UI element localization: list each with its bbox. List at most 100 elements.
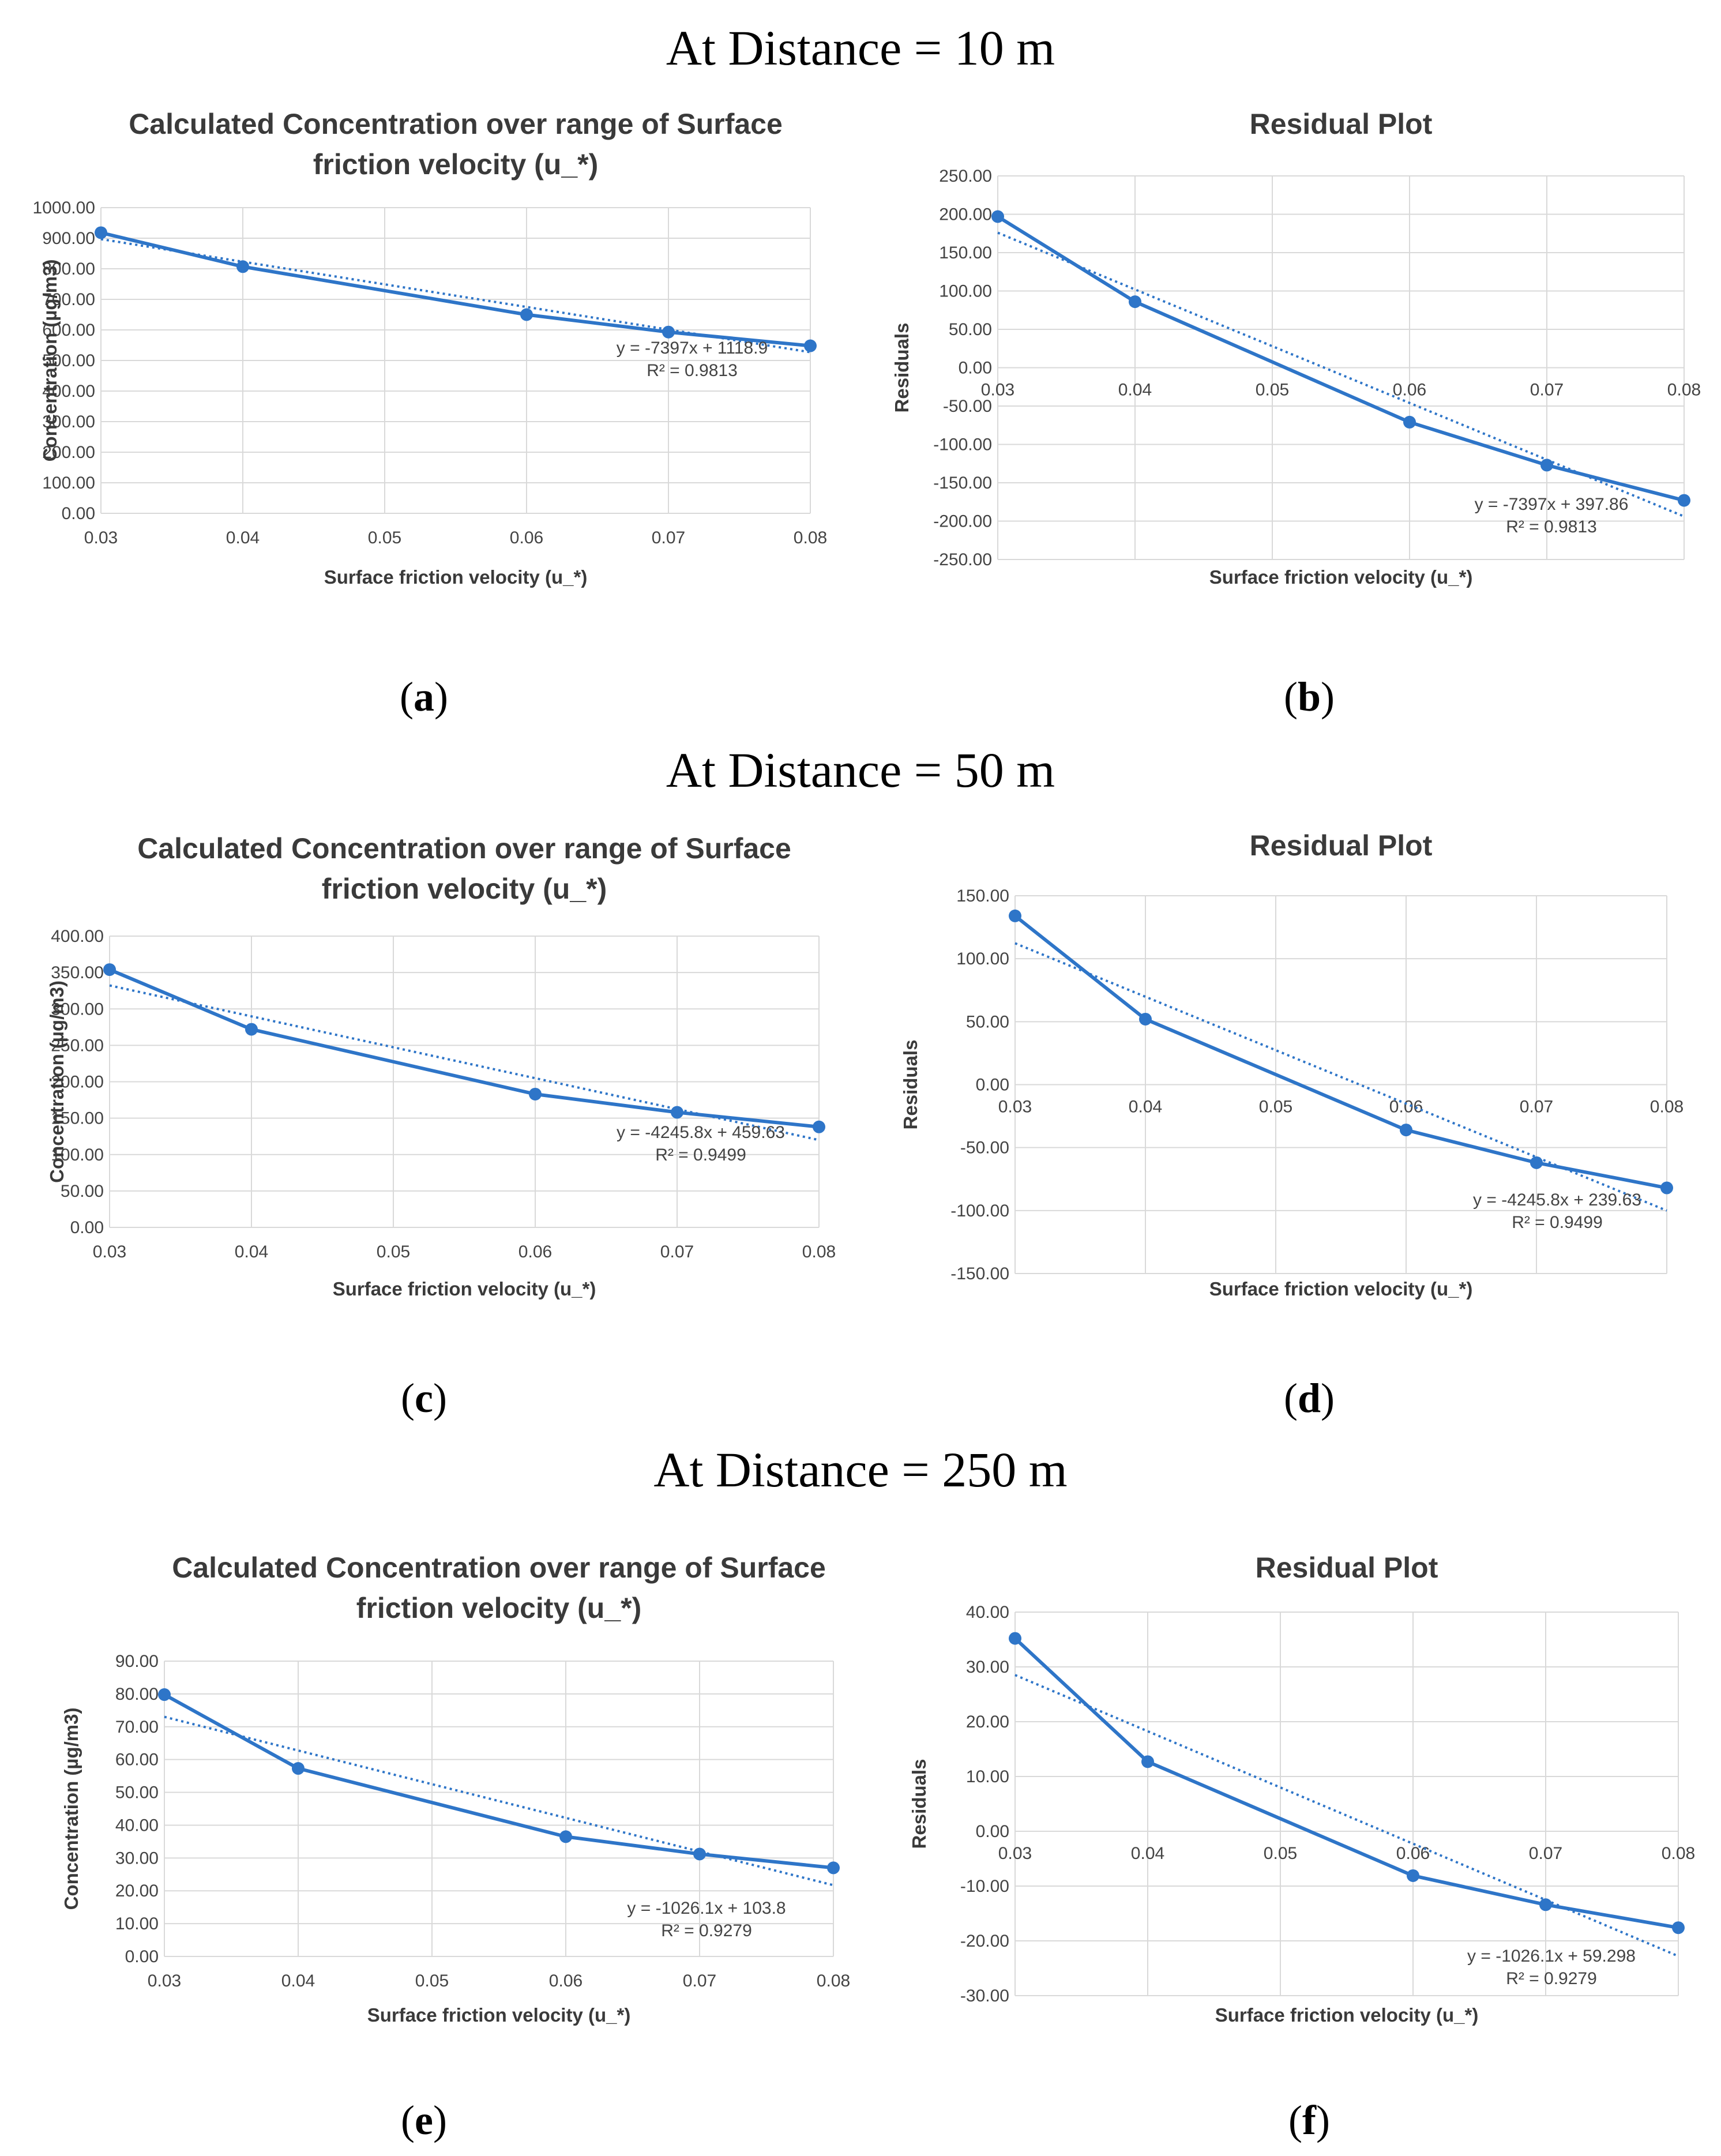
x-axis-label: Surface friction velocity (u_*) — [1209, 1278, 1473, 1299]
y-tick-label: 50.00 — [115, 1783, 159, 1802]
y-axis-label: Concentration (µg/m3) — [46, 981, 67, 1183]
x-tick-label: 0.08 — [1662, 1844, 1695, 1863]
y-tick-label: -30.00 — [960, 1986, 1009, 2005]
data-point — [520, 308, 533, 321]
r-squared: R² = 0.9279 — [1506, 1969, 1597, 1988]
y-tick-label: 400.00 — [51, 927, 104, 946]
data-point — [1678, 494, 1690, 507]
x-tick-label: 0.04 — [235, 1242, 268, 1261]
x-tick-label: 0.07 — [660, 1242, 694, 1261]
y-tick-label: -50.00 — [960, 1139, 1009, 1158]
panel-label-a: (a) — [400, 674, 448, 720]
data-point — [1141, 1755, 1154, 1768]
trendline — [164, 1715, 834, 1887]
y-tick-label: -200.00 — [933, 512, 992, 531]
trendline-equation: y = -7397x + 1118.9 — [617, 339, 768, 358]
x-tick-label: 0.04 — [1129, 1098, 1162, 1117]
data-point — [827, 1861, 840, 1875]
data-point — [236, 260, 249, 273]
y-axis-label: Residuals — [891, 323, 912, 413]
y-tick-label: -20.00 — [960, 1932, 1009, 1951]
data-point — [1539, 1898, 1552, 1911]
y-tick-label: 100.00 — [42, 474, 95, 493]
chart-a: Calculated Concentration over range of S… — [33, 108, 828, 588]
x-tick-label: 0.08 — [802, 1242, 836, 1261]
y-tick-label: -50.00 — [943, 397, 992, 416]
y-tick-label: 0.00 — [976, 1076, 1009, 1095]
trendline-equation: y = -7397x + 397.86 — [1475, 495, 1629, 514]
y-tick-label: 0.00 — [62, 504, 95, 523]
trendline — [1014, 942, 1667, 1212]
x-tick-label: 0.03 — [981, 381, 1014, 400]
r-squared: R² = 0.9499 — [655, 1145, 746, 1165]
trendline — [1014, 1674, 1679, 1958]
x-tick-label: 0.03 — [93, 1242, 126, 1261]
y-tick-label: 150.00 — [939, 243, 992, 262]
x-tick-label: 0.04 — [1118, 381, 1152, 400]
chart-title: friction velocity (u_*) — [313, 148, 599, 181]
chart-title: friction velocity (u_*) — [356, 1592, 642, 1624]
x-tick-label: 0.05 — [377, 1242, 410, 1261]
x-tick-label: 0.07 — [1530, 381, 1564, 400]
series-line — [100, 231, 811, 348]
x-tick-label: 0.05 — [1259, 1098, 1292, 1117]
r-squared: R² = 0.9499 — [1512, 1213, 1603, 1232]
data-point — [1540, 459, 1553, 472]
y-tick-label: -150.00 — [933, 474, 992, 493]
y-tick-label: 60.00 — [115, 1751, 159, 1770]
y-tick-label: 0.00 — [976, 1822, 1009, 1841]
data-point — [671, 1106, 683, 1119]
x-tick-label: 0.04 — [226, 528, 260, 547]
data-point — [1407, 1869, 1419, 1882]
panel-label-c: (c) — [401, 1375, 447, 1421]
x-tick-label: 0.04 — [1131, 1844, 1164, 1863]
x-tick-label: 0.05 — [368, 528, 401, 547]
panel-label-b: (b) — [1283, 674, 1335, 720]
y-tick-label: 0.00 — [959, 359, 992, 378]
data-point — [662, 325, 675, 339]
y-tick-label: 40.00 — [966, 1603, 1009, 1622]
data-point — [991, 210, 1004, 223]
y-tick-label: -100.00 — [950, 1201, 1009, 1220]
chart-title: Residual Plot — [1256, 1552, 1438, 1584]
chart-title: Residual Plot — [1250, 108, 1433, 140]
x-tick-label: 0.06 — [510, 528, 543, 547]
y-tick-label: 500.00 — [42, 351, 95, 370]
y-tick-label: -150.00 — [950, 1264, 1009, 1283]
data-point — [1403, 415, 1416, 429]
data-point — [1129, 295, 1141, 309]
chart-title: Residual Plot — [1250, 829, 1433, 862]
y-tick-label: 30.00 — [966, 1658, 1009, 1677]
y-tick-label: 0.00 — [125, 1947, 159, 1966]
y-tick-label: 10.00 — [966, 1767, 1009, 1786]
chart-title: friction velocity (u_*) — [322, 873, 607, 905]
x-axis-label: Surface friction velocity (u_*) — [1209, 566, 1473, 588]
x-tick-label: 0.06 — [549, 1971, 583, 1990]
data-point — [292, 1762, 305, 1775]
y-axis-label: Residuals — [900, 1040, 921, 1130]
x-axis-label: Surface friction velocity (u_*) — [1215, 2004, 1479, 2026]
x-axis-label: Surface friction velocity (u_*) — [333, 1278, 596, 1299]
data-point — [1530, 1156, 1543, 1169]
chart-title: Calculated Concentration over range of S… — [172, 1552, 826, 1584]
section-heading-250m: At Distance = 250 m — [653, 1442, 1068, 1497]
y-tick-label: 0.00 — [70, 1218, 104, 1237]
x-tick-label: 0.03 — [998, 1844, 1032, 1863]
y-tick-label: 1000.00 — [33, 198, 95, 217]
panel-label-f: (f) — [1288, 2097, 1330, 2143]
data-point — [804, 339, 817, 352]
section-heading-50m: At Distance = 50 m — [666, 742, 1055, 798]
chart-title: Calculated Concentration over range of S… — [137, 832, 791, 865]
y-tick-label: 900.00 — [42, 229, 95, 248]
y-tick-label: 30.00 — [115, 1849, 159, 1868]
y-tick-label: -10.00 — [960, 1877, 1009, 1896]
chart-d: Residual Plot -150.00 -100.00 -50.00 0.00 50.… — [900, 829, 1684, 1299]
y-tick-label: 200.00 — [42, 443, 95, 462]
trendline — [100, 238, 811, 354]
trendline — [997, 231, 1685, 518]
section-heading-10m: At Distance = 10 m — [666, 20, 1055, 76]
x-tick-label: 0.03 — [148, 1971, 181, 1990]
x-tick-label: 0.04 — [281, 1971, 315, 1990]
x-tick-label: 0.08 — [817, 1971, 850, 1990]
